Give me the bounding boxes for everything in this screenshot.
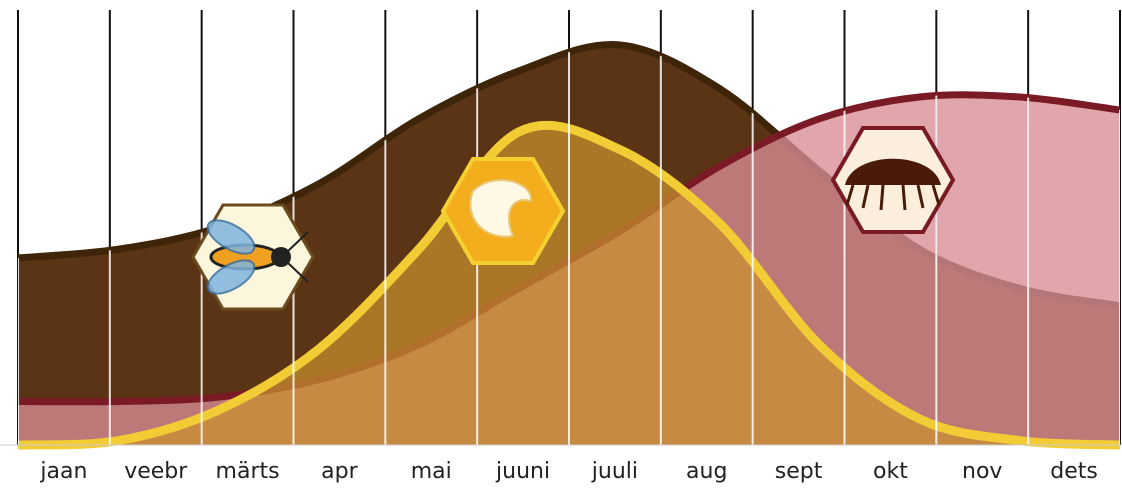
- x-tick-label: veebr: [124, 459, 188, 484]
- x-tick-label: märts: [216, 459, 280, 484]
- x-tick-label: mai: [411, 459, 452, 484]
- x-tick-label: aug: [686, 459, 727, 484]
- x-tick-label: okt: [873, 459, 908, 484]
- x-tick-label: apr: [321, 459, 358, 484]
- x-tick-label: jaan: [39, 459, 87, 484]
- x-tick-label: juuni: [495, 459, 550, 484]
- x-tick-label: dets: [1050, 459, 1098, 484]
- chart: jaan veebr märts apr mai juuni juuli aug sept okt…: [0, 0, 1122, 489]
- x-tick-label: sept: [775, 459, 823, 484]
- x-tick-label: nov: [962, 459, 1002, 484]
- x-tick-label: juuli: [591, 459, 638, 484]
